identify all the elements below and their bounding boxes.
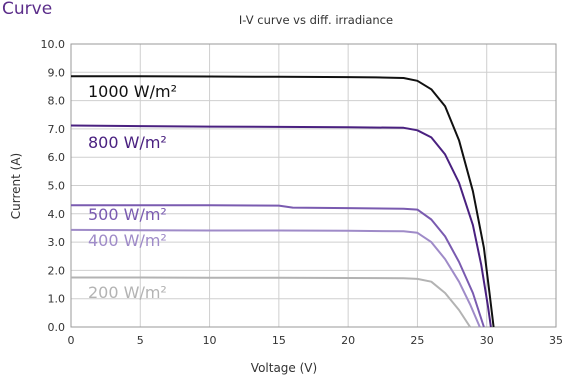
y-axis-label: Current (A)	[9, 153, 23, 219]
y-tick-label: 6.0	[48, 151, 66, 164]
chart-title: I-V curve vs diff. irradiance	[239, 13, 393, 27]
y-tick-label: 5.0	[48, 180, 66, 193]
x-axis-label: Voltage (V)	[251, 361, 317, 375]
y-tick-label: 10.0	[41, 38, 66, 51]
y-tick-label: 3.0	[48, 236, 66, 249]
y-tick-label: 8.0	[48, 95, 66, 108]
series-line-1	[70, 124, 492, 328]
x-tick-label: 25	[410, 334, 424, 347]
series-label-2: 500 W/m²	[88, 205, 167, 224]
series-line-4	[71, 276, 471, 328]
y-tick-label: 9.0	[48, 66, 66, 79]
y-tick-label: 2.0	[48, 264, 66, 277]
x-tick-label: 35	[549, 334, 563, 347]
series-label-1: 800 W/m²	[88, 133, 167, 152]
series-line-2	[71, 204, 485, 328]
series-line-0	[71, 75, 495, 328]
y-tick-label: 1.0	[48, 293, 66, 306]
x-tick-label: 5	[137, 334, 144, 347]
series-labels: 1000 W/m² 800 W/m² 500 W/m² 400 W/m² 200 W/m…	[88, 82, 177, 302]
series-label-0: 1000 W/m²	[88, 82, 177, 101]
y-tick-label: 0.0	[48, 321, 66, 334]
y-tick-labels: 0.0 1.0 2.0 3.0 4.0 5.0 6.0 7.0 8.0 9.0 10.0	[41, 38, 66, 334]
y-tick-label: 7.0	[48, 123, 66, 136]
series-label-4: 200 W/m²	[88, 283, 167, 302]
plot-frame	[70, 43, 557, 328]
section-heading: Curve	[2, 0, 52, 19]
x-tick-label: 15	[272, 334, 286, 347]
x-tick-label: 20	[341, 334, 355, 347]
series-layer	[70, 75, 495, 328]
x-tick-label: 10	[203, 334, 217, 347]
x-tick-label: 30	[480, 334, 494, 347]
x-tick-label: 0	[68, 334, 75, 347]
series-line-3	[70, 228, 481, 328]
x-tick-labels: 0 5 10 15 20 25 30 35	[68, 334, 563, 347]
series-label-3: 400 W/m²	[88, 231, 167, 250]
y-tick-label: 4.0	[48, 208, 66, 221]
